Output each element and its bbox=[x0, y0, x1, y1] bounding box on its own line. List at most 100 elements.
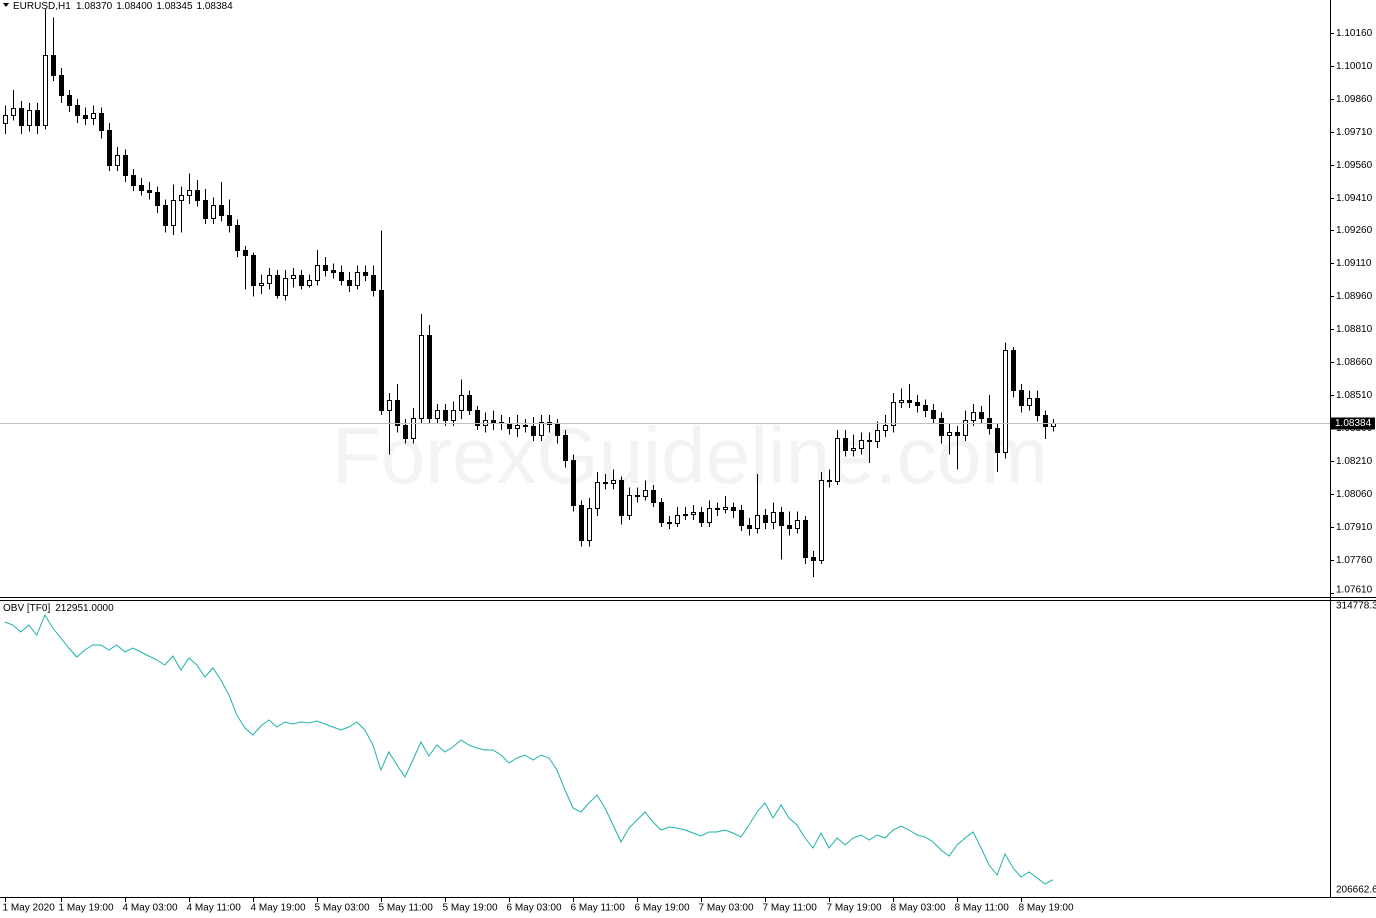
candle-body bbox=[243, 250, 248, 256]
candle-body bbox=[411, 418, 416, 439]
candle-body bbox=[203, 200, 208, 219]
candle-body bbox=[107, 130, 112, 166]
candle-body bbox=[1043, 415, 1048, 427]
candle-body bbox=[843, 438, 848, 451]
candle-body bbox=[955, 432, 960, 436]
candle-body bbox=[363, 272, 368, 276]
candle-body bbox=[435, 410, 440, 419]
candle-body bbox=[235, 225, 240, 251]
y-tick-label: 1.08510 bbox=[1336, 390, 1373, 401]
candle-body bbox=[267, 275, 272, 284]
candle-body bbox=[259, 283, 264, 286]
candle-body bbox=[931, 410, 936, 419]
candle-body bbox=[179, 195, 184, 201]
candle-body bbox=[299, 275, 304, 286]
y-tick-label: 206662.65 bbox=[1336, 885, 1376, 896]
x-tick-label: 4 May 11:00 bbox=[187, 903, 242, 914]
candle-body bbox=[155, 192, 160, 206]
candle-body bbox=[963, 420, 968, 436]
y-tick-label: 1.09860 bbox=[1336, 94, 1373, 105]
x-tick-label: 6 May 03:00 bbox=[507, 903, 562, 914]
candle-body bbox=[643, 490, 648, 497]
x-tick-label: 7 May 19:00 bbox=[827, 903, 882, 914]
x-tick-label: 8 May 19:00 bbox=[1019, 903, 1074, 914]
candle-body bbox=[331, 270, 336, 273]
candle-body bbox=[747, 525, 752, 529]
candle-body bbox=[283, 278, 288, 296]
candle-body bbox=[379, 290, 384, 411]
candle-body bbox=[531, 426, 536, 436]
candle-body bbox=[139, 185, 144, 191]
candle-body bbox=[539, 422, 544, 436]
candle-body bbox=[427, 335, 432, 419]
x-tick-label: 8 May 03:00 bbox=[891, 903, 946, 914]
candle-body bbox=[571, 460, 576, 506]
candle-body bbox=[707, 508, 712, 523]
header-close: 1.08384 bbox=[197, 1, 234, 12]
candle-body bbox=[715, 508, 720, 510]
candle-body bbox=[939, 418, 944, 436]
candle-body bbox=[803, 520, 808, 558]
candle-body bbox=[459, 395, 464, 411]
candle-body bbox=[1011, 350, 1016, 391]
candle-body bbox=[403, 425, 408, 439]
x-tick-label: 7 May 03:00 bbox=[699, 903, 754, 914]
candle-body bbox=[387, 400, 392, 411]
candle-body bbox=[51, 55, 56, 76]
candle-body bbox=[907, 400, 912, 403]
candle-body bbox=[131, 175, 136, 186]
candle-body bbox=[211, 205, 216, 219]
candle-body bbox=[867, 440, 872, 442]
candle-body bbox=[27, 110, 32, 126]
candle-body bbox=[67, 95, 72, 106]
candle-body bbox=[163, 205, 168, 226]
candle-body bbox=[899, 400, 904, 403]
indicator-name: OBV [TF0] bbox=[3, 603, 50, 614]
candle-body bbox=[83, 115, 88, 119]
y-tick-label: 1.07610 bbox=[1336, 585, 1373, 596]
candle-body bbox=[251, 255, 256, 286]
candle-body bbox=[1003, 350, 1008, 453]
x-tick-label: 1 May 2020 bbox=[3, 903, 56, 914]
candle-body bbox=[699, 512, 704, 523]
candle-body bbox=[595, 482, 600, 509]
y-tick-label: 1.09560 bbox=[1336, 160, 1373, 171]
candle-body bbox=[307, 280, 312, 286]
candle-body bbox=[971, 412, 976, 421]
candle-body bbox=[371, 275, 376, 291]
candle-body bbox=[443, 410, 448, 421]
candle-body bbox=[779, 512, 784, 526]
candle-body bbox=[627, 495, 632, 516]
header-high: 1.08400 bbox=[116, 1, 153, 12]
candle-body bbox=[467, 395, 472, 411]
x-tick-label: 4 May 03:00 bbox=[123, 903, 178, 914]
candle-body bbox=[555, 424, 560, 436]
candle-body bbox=[227, 215, 232, 226]
candle-body bbox=[635, 495, 640, 497]
y-tick-label: 1.07910 bbox=[1336, 522, 1373, 533]
candle-body bbox=[691, 512, 696, 515]
candle-body bbox=[795, 520, 800, 529]
x-tick-label: 6 May 11:00 bbox=[571, 903, 626, 914]
x-tick-label: 5 May 11:00 bbox=[379, 903, 434, 914]
candle-body bbox=[611, 480, 616, 484]
x-tick-label: 7 May 11:00 bbox=[763, 903, 818, 914]
y-tick-label: 1.09410 bbox=[1336, 193, 1373, 204]
obv-line bbox=[4, 613, 1054, 885]
symbol: EURUSD,H1 bbox=[13, 1, 71, 12]
y-tick-label: 314778.35 bbox=[1336, 601, 1376, 612]
candle-body bbox=[355, 272, 360, 286]
candle-body bbox=[19, 108, 24, 126]
candle-body bbox=[187, 190, 192, 196]
candle-body bbox=[219, 205, 224, 216]
candle-body bbox=[923, 405, 928, 411]
menu-arrow[interactable] bbox=[3, 3, 9, 7]
candle-body bbox=[891, 402, 896, 426]
y-tick-label: 1.08210 bbox=[1336, 456, 1373, 467]
candle-body bbox=[323, 265, 328, 271]
candle-body bbox=[395, 400, 400, 426]
candle-body bbox=[859, 440, 864, 449]
candle-body bbox=[667, 522, 672, 524]
candle-body bbox=[275, 275, 280, 296]
y-tick-label: 1.10010 bbox=[1336, 61, 1373, 72]
